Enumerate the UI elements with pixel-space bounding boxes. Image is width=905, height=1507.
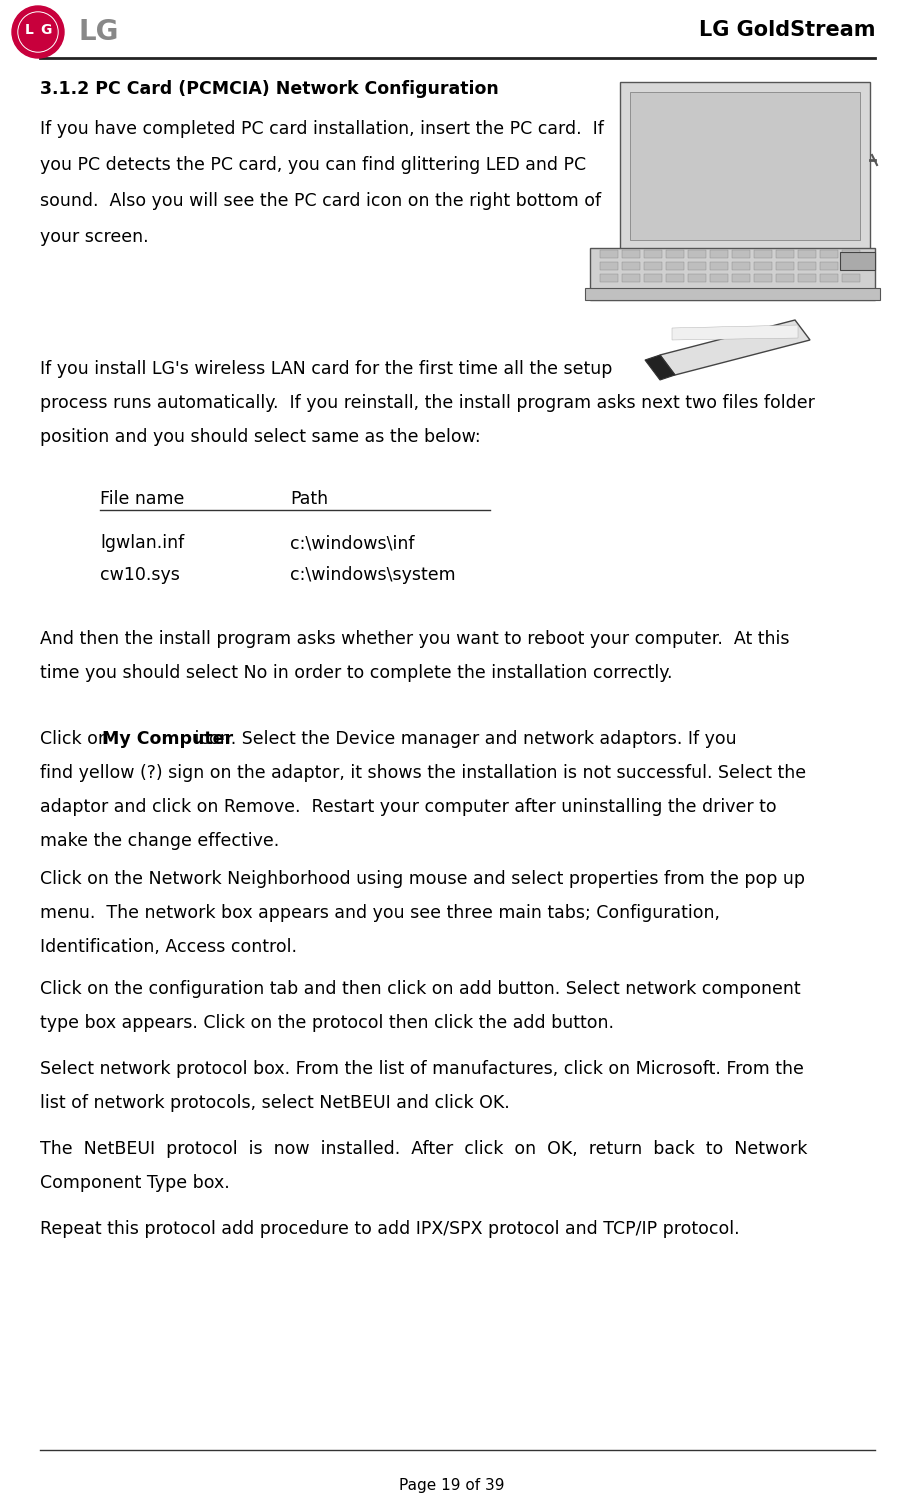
Bar (798, 274, 816, 282)
Bar (600, 250, 618, 258)
Text: position and you should select same as the below:: position and you should select same as t… (40, 428, 481, 446)
Bar (754, 250, 772, 258)
Text: And then the install program asks whether you want to reboot your computer.  At : And then the install program asks whethe… (40, 630, 789, 648)
Text: make the change effective.: make the change effective. (40, 832, 280, 850)
Text: Identification, Access control.: Identification, Access control. (40, 937, 297, 955)
Bar (732, 262, 750, 270)
Text: Repeat this protocol add procedure to add IPX/SPX protocol and TCP/IP protocol.: Repeat this protocol add procedure to ad… (40, 1221, 739, 1237)
Text: G: G (40, 23, 52, 38)
Bar (622, 274, 640, 282)
Bar (688, 250, 706, 258)
Text: Select network protocol box. From the list of manufactures, click on Microsoft. : Select network protocol box. From the li… (40, 1059, 804, 1078)
Text: process runs automatically.  If you reinstall, the install program asks next two: process runs automatically. If you reins… (40, 393, 814, 411)
Bar (622, 250, 640, 258)
Text: you PC detects the PC card, you can find glittering LED and PC: you PC detects the PC card, you can find… (40, 157, 586, 173)
Text: File name: File name (100, 490, 185, 508)
Bar (776, 274, 794, 282)
Text: sound.  Also you will see the PC card icon on the right bottom of: sound. Also you will see the PC card ico… (40, 191, 601, 209)
Polygon shape (672, 326, 798, 341)
Bar (666, 274, 684, 282)
Bar (776, 250, 794, 258)
Text: Path: Path (290, 490, 329, 508)
Bar (710, 274, 728, 282)
Text: menu.  The network box appears and you see three main tabs; Configuration,: menu. The network box appears and you se… (40, 904, 720, 922)
Bar (798, 250, 816, 258)
Polygon shape (645, 356, 675, 380)
Text: L: L (25, 23, 34, 38)
Bar (842, 274, 860, 282)
Text: The  NetBEUI  protocol  is  now  installed.  After  click  on  OK,  return  back: The NetBEUI protocol is now installed. A… (40, 1139, 807, 1157)
Circle shape (19, 14, 57, 51)
Circle shape (18, 12, 58, 53)
Text: icon. Select the Device manager and network adaptors. If you: icon. Select the Device manager and netw… (189, 729, 737, 747)
Text: Page 19 of 39: Page 19 of 39 (399, 1478, 505, 1493)
Bar (732, 250, 750, 258)
Bar (585, 288, 880, 300)
Bar (820, 250, 838, 258)
Text: LG: LG (78, 18, 119, 47)
Bar (776, 262, 794, 270)
Text: lgwlan.inf: lgwlan.inf (100, 533, 185, 552)
Polygon shape (630, 92, 860, 240)
Text: find yellow (?) sign on the adaptor, it shows the installation is not successful: find yellow (?) sign on the adaptor, it … (40, 764, 806, 782)
Text: Click on: Click on (40, 729, 114, 747)
Text: Click on the configuration tab and then click on add button. Select network comp: Click on the configuration tab and then … (40, 980, 801, 998)
Text: If you have completed PC card installation, insert the PC card.  If: If you have completed PC card installati… (40, 121, 604, 139)
Bar (842, 250, 860, 258)
Bar (820, 274, 838, 282)
Text: list of network protocols, select NetBEUI and click OK.: list of network protocols, select NetBEU… (40, 1094, 510, 1112)
Bar (600, 262, 618, 270)
Bar (600, 274, 618, 282)
Text: If you install LG's wireless LAN card for the first time all the setup: If you install LG's wireless LAN card fo… (40, 360, 613, 378)
Text: time you should select No in order to complete the installation correctly.: time you should select No in order to co… (40, 665, 672, 683)
Text: type box appears. Click on the protocol then click the add button.: type box appears. Click on the protocol … (40, 1014, 614, 1032)
Bar (666, 262, 684, 270)
Circle shape (12, 6, 64, 57)
Bar (820, 262, 838, 270)
Text: cw10.sys: cw10.sys (100, 567, 180, 585)
Text: c:\windows\inf: c:\windows\inf (290, 533, 414, 552)
Bar (688, 262, 706, 270)
Bar (798, 262, 816, 270)
Bar (710, 250, 728, 258)
Bar (710, 262, 728, 270)
Bar (666, 250, 684, 258)
Text: My Computer: My Computer (102, 729, 233, 747)
Text: LG GoldStream: LG GoldStream (699, 20, 875, 41)
Bar (840, 252, 875, 270)
Bar (644, 274, 662, 282)
Text: adaptor and click on Remove.  Restart your computer after uninstalling the drive: adaptor and click on Remove. Restart you… (40, 799, 776, 815)
Bar (644, 262, 662, 270)
Polygon shape (660, 319, 810, 375)
Bar (754, 262, 772, 270)
Bar (842, 262, 860, 270)
Text: Component Type box.: Component Type box. (40, 1174, 230, 1192)
Bar (754, 274, 772, 282)
Text: Click on the Network Neighborhood using mouse and select properties from the pop: Click on the Network Neighborhood using … (40, 870, 805, 888)
Polygon shape (590, 249, 875, 300)
Text: 3.1.2 PC Card (PCMCIA) Network Configuration: 3.1.2 PC Card (PCMCIA) Network Configura… (40, 80, 499, 98)
Bar (688, 274, 706, 282)
Polygon shape (620, 81, 870, 250)
Bar (644, 250, 662, 258)
Bar (622, 262, 640, 270)
Text: your screen.: your screen. (40, 228, 148, 246)
Bar (732, 274, 750, 282)
Text: c:\windows\system: c:\windows\system (290, 567, 455, 585)
